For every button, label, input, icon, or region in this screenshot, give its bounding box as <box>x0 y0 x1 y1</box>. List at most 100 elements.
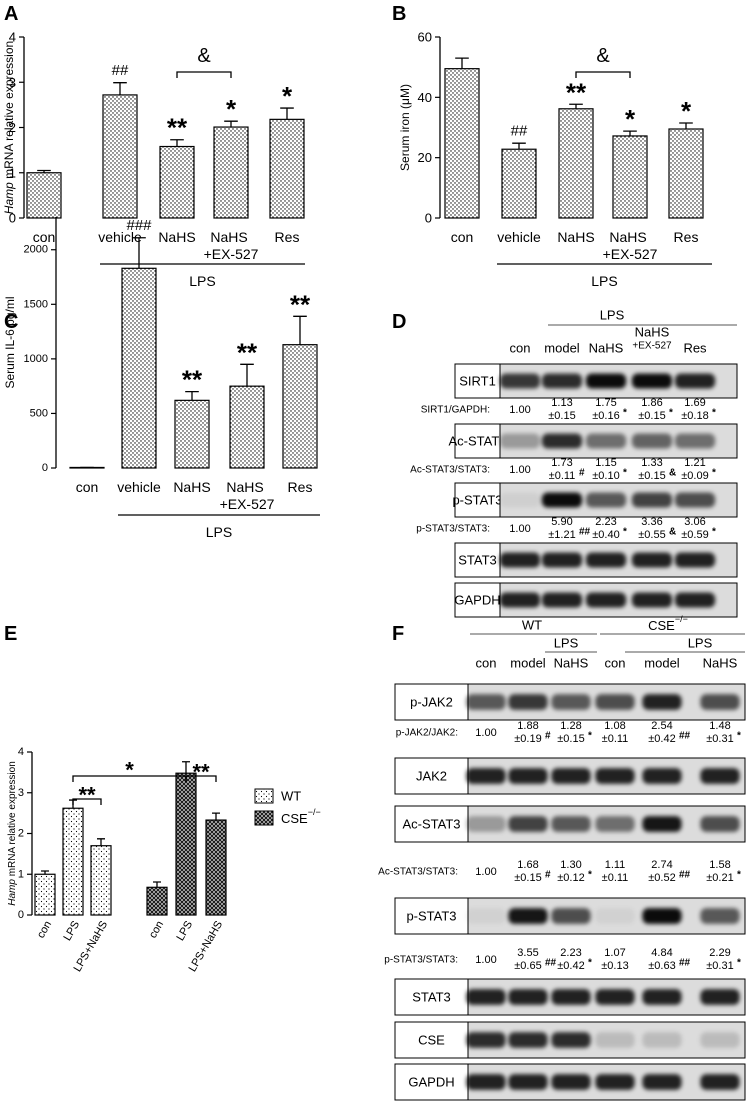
column-label: NaHS <box>703 656 738 671</box>
ratio-mean: 2.54 <box>651 720 672 732</box>
blot-band <box>466 989 506 1005</box>
bar <box>612 135 648 219</box>
error-bar <box>113 82 127 95</box>
blot-band <box>642 768 682 784</box>
bar <box>269 118 305 219</box>
row-label: SIRT1 <box>459 374 496 389</box>
column-label: Res <box>683 341 707 356</box>
row-label-box <box>454 542 501 578</box>
label-base: CSE <box>281 811 308 826</box>
group-header: LPS <box>600 308 625 323</box>
comparison-label: ** <box>192 760 210 785</box>
ratio-mean: 4.84 <box>651 947 672 959</box>
bar <box>213 126 249 219</box>
error-bar <box>224 120 238 128</box>
y-tick-label: 0 <box>18 909 24 921</box>
y-axis-label: Serum IL-6 pg/ml <box>3 296 17 388</box>
y-tick-label: 3 <box>9 75 16 90</box>
ratio-sd: ±0.15 <box>548 410 575 422</box>
ratio-mean: 1.00 <box>509 464 530 476</box>
ratio-significance: * <box>712 468 716 479</box>
ratio-sd: ±0.55 <box>638 529 665 541</box>
bar <box>121 267 157 469</box>
error-bar <box>212 812 220 821</box>
ratio-significance: # <box>579 468 585 479</box>
panel-label: F <box>392 623 404 645</box>
ratio-significance: * <box>588 731 592 742</box>
ratio-mean: 1.30 <box>560 859 581 871</box>
ratio-sd: ±0.18 <box>681 410 708 422</box>
y-tick-label: 0 <box>42 462 48 474</box>
blot-band <box>700 1032 740 1048</box>
y-tick-label: 500 <box>30 407 48 419</box>
x-tick-label: con <box>147 919 166 940</box>
ratio-sd: ±0.15 <box>557 733 584 745</box>
column-label: NaHS <box>554 656 589 671</box>
column-label: NaHS <box>635 325 670 340</box>
ratio-significance: * <box>588 870 592 881</box>
blot-band <box>642 694 682 710</box>
ratio-mean: 2.29 <box>709 947 730 959</box>
blot-band <box>508 768 548 784</box>
ratio-significance: ## <box>545 958 557 969</box>
ratio-significance: # <box>545 870 551 881</box>
bar <box>558 108 594 219</box>
x-tick-label: NaHS <box>557 229 594 245</box>
significance-mark: ** <box>566 77 587 107</box>
blot-band <box>700 768 740 784</box>
blot-band <box>585 433 627 449</box>
blot-band <box>541 592 583 608</box>
blot-band <box>466 768 506 784</box>
blot-band <box>585 373 627 389</box>
ratio-significance: * <box>669 408 673 419</box>
blot-band <box>551 908 591 924</box>
blot-band <box>541 373 583 389</box>
panel-label: B <box>392 3 406 25</box>
ratio-label: p-STAT3/STAT3: <box>416 524 490 535</box>
italic-word: Hamp <box>7 879 18 906</box>
ratio-significance: * <box>737 870 741 881</box>
ratio-significance: * <box>737 731 741 742</box>
error-bar <box>280 107 294 120</box>
x-tick-label: con <box>35 919 54 940</box>
y-tick-label: 2000 <box>24 244 48 256</box>
error-bar <box>185 390 199 401</box>
error-bar <box>569 103 583 109</box>
column-label: con <box>510 341 531 356</box>
row-label: p-STAT3 <box>452 493 502 508</box>
error-bar <box>41 870 49 875</box>
ratio-sd: ±0.09 <box>681 470 708 482</box>
y-tick-label: 1 <box>9 165 16 180</box>
ratio-mean: 2.23 <box>595 516 616 528</box>
significance-mark: ## <box>511 123 528 140</box>
row-label: Ac-STAT3 <box>402 817 460 832</box>
row-label-box <box>394 805 469 843</box>
x-tick-label: Res <box>674 229 699 245</box>
column-label: con <box>605 656 626 671</box>
row-label: JAK2 <box>416 769 447 784</box>
blot-band <box>595 908 635 924</box>
blot-band <box>508 1032 548 1048</box>
ratio-significance: * <box>623 527 627 538</box>
ratio-sd: ±0.42 <box>648 733 675 745</box>
bar <box>34 873 56 916</box>
ratio-sd: ±1.21 <box>548 529 575 541</box>
ratio-sd: ±0.19 <box>514 733 541 745</box>
significance-mark: * <box>226 94 237 124</box>
bar <box>501 148 537 219</box>
legend-label: WT <box>281 789 301 804</box>
legend-label: CSE−/− <box>281 807 321 826</box>
y-tick-label: 1 <box>18 868 24 880</box>
ratio-mean: 1.13 <box>551 397 572 409</box>
y-tick-label: 3 <box>18 787 24 799</box>
ratio-mean: 1.88 <box>517 720 538 732</box>
y-tick-label: 20 <box>418 150 432 165</box>
row-label: Ac-STAT3 <box>448 434 506 449</box>
blot-band <box>631 592 673 608</box>
significance-mark: ** <box>167 113 188 143</box>
error-bar <box>240 363 254 387</box>
ratio-significance: * <box>588 958 592 969</box>
blot-band <box>551 816 591 832</box>
group-subheader: LPS <box>554 636 579 651</box>
ratio-sd: ±0.13 <box>601 960 628 972</box>
